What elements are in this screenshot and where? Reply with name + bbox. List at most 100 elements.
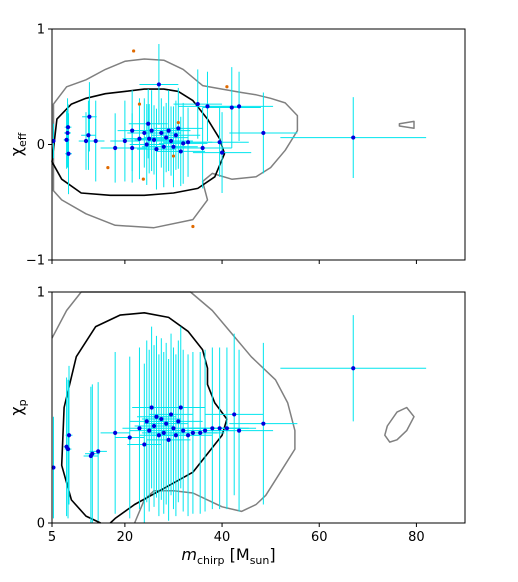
highlight-point bbox=[106, 166, 110, 170]
data-point bbox=[127, 435, 132, 440]
data-point bbox=[154, 414, 159, 419]
data-point bbox=[205, 104, 210, 109]
data-point bbox=[144, 142, 149, 147]
data-point bbox=[93, 138, 98, 144]
data-point bbox=[198, 430, 203, 436]
data-point bbox=[161, 144, 166, 149]
data-point bbox=[181, 428, 186, 433]
data-point bbox=[96, 449, 101, 454]
data-point bbox=[144, 419, 149, 424]
highlight-point bbox=[225, 85, 229, 89]
data-point bbox=[146, 121, 151, 126]
data-point bbox=[351, 135, 356, 140]
data-point bbox=[147, 428, 152, 433]
data-points bbox=[51, 82, 356, 156]
data-point bbox=[236, 428, 242, 433]
x-tick-label: 40 bbox=[214, 530, 231, 545]
data-point bbox=[154, 147, 159, 152]
x-tick-label: 80 bbox=[408, 530, 425, 545]
data-point bbox=[210, 426, 215, 431]
data-point bbox=[178, 405, 183, 410]
data-point bbox=[65, 125, 71, 130]
highlight-point bbox=[132, 49, 136, 53]
data-point bbox=[176, 419, 181, 424]
data-point bbox=[217, 426, 222, 431]
data-point bbox=[66, 151, 71, 156]
data-point bbox=[113, 430, 118, 436]
outer-contour-line bbox=[52, 58, 299, 229]
y-tick-label: −1 bbox=[26, 254, 45, 269]
data-point bbox=[171, 426, 176, 431]
data-point bbox=[224, 426, 230, 431]
data-point bbox=[122, 138, 127, 144]
data-point bbox=[261, 130, 266, 136]
data-point bbox=[173, 133, 178, 138]
y-tick-label: 0 bbox=[37, 517, 45, 532]
small-contour-line bbox=[384, 406, 415, 443]
data-point bbox=[195, 101, 200, 107]
data-point bbox=[161, 430, 166, 436]
data-point bbox=[217, 140, 222, 145]
data-point bbox=[151, 137, 157, 142]
data-point bbox=[137, 136, 142, 141]
data-point bbox=[65, 446, 71, 452]
chi-eff-axis-label: χeff bbox=[7, 132, 29, 156]
chi-p-panel: 5 20 40 60 80 0 1 χp mchirp [Msun] bbox=[7, 286, 466, 567]
data-point bbox=[232, 412, 237, 417]
data-point bbox=[149, 405, 154, 410]
y-tick-label: 1 bbox=[37, 286, 45, 301]
data-point bbox=[149, 128, 154, 133]
data-point bbox=[176, 126, 181, 131]
data-point bbox=[181, 141, 186, 146]
highlight-point bbox=[171, 154, 176, 158]
data-point bbox=[86, 133, 91, 138]
data-point bbox=[156, 82, 161, 87]
data-point bbox=[185, 433, 191, 438]
chi-eff-ticks: −1 0 1 bbox=[26, 23, 417, 269]
small-contour bbox=[398, 120, 415, 130]
data-point bbox=[202, 428, 208, 433]
data-point bbox=[64, 137, 69, 142]
data-point bbox=[147, 136, 152, 141]
y-tick-label: 1 bbox=[37, 23, 45, 38]
small-contour bbox=[384, 406, 415, 443]
data-point bbox=[200, 145, 205, 151]
data-points bbox=[51, 366, 356, 470]
chirp-mass-axis-label: mchirp [Msun] bbox=[181, 545, 275, 567]
data-point bbox=[236, 104, 242, 109]
chi-eff-panel: −1 0 1 χeff bbox=[7, 23, 466, 269]
data-point bbox=[166, 128, 171, 133]
data-point bbox=[66, 433, 72, 438]
data-point bbox=[156, 433, 161, 438]
data-point bbox=[166, 437, 171, 442]
highlight-point bbox=[176, 120, 180, 125]
y-tick-label: 0 bbox=[37, 138, 45, 153]
data-point bbox=[142, 130, 147, 136]
chi-p-ticks: 5 20 40 60 80 0 1 bbox=[37, 286, 425, 546]
outer-contour bbox=[52, 58, 299, 229]
data-point bbox=[168, 412, 174, 417]
data-point bbox=[185, 140, 191, 145]
data-point bbox=[90, 451, 95, 456]
chi-p-axes-frame bbox=[51, 291, 466, 524]
small-contour-line bbox=[398, 120, 415, 130]
data-point bbox=[168, 138, 174, 144]
data-point bbox=[113, 145, 118, 151]
data-point bbox=[164, 421, 169, 426]
data-point bbox=[261, 421, 266, 426]
x-tick-label: 5 bbox=[48, 530, 56, 545]
data-point bbox=[65, 130, 70, 136]
data-point bbox=[351, 366, 356, 371]
data-point bbox=[178, 149, 183, 154]
data-point bbox=[190, 430, 196, 436]
data-point bbox=[159, 130, 164, 136]
data-point bbox=[83, 138, 89, 144]
data-point bbox=[151, 423, 157, 429]
data-point bbox=[137, 426, 142, 431]
error-bars bbox=[52, 44, 427, 195]
data-point bbox=[142, 442, 147, 447]
highlight-point bbox=[191, 224, 195, 229]
data-point bbox=[87, 114, 92, 119]
x-tick-label: 20 bbox=[117, 530, 134, 545]
